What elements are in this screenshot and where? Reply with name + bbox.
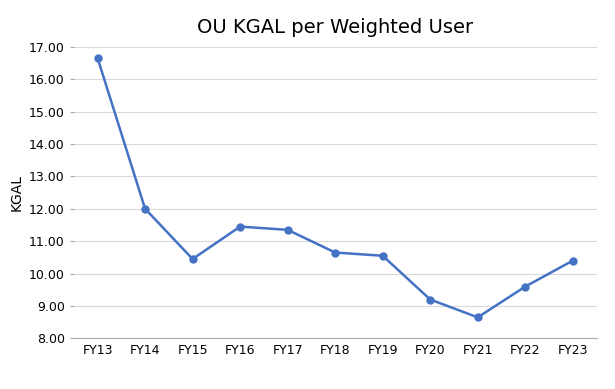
Title: OU KGAL per Weighted User: OU KGAL per Weighted User — [197, 18, 473, 37]
Y-axis label: KGAL: KGAL — [9, 174, 23, 211]
